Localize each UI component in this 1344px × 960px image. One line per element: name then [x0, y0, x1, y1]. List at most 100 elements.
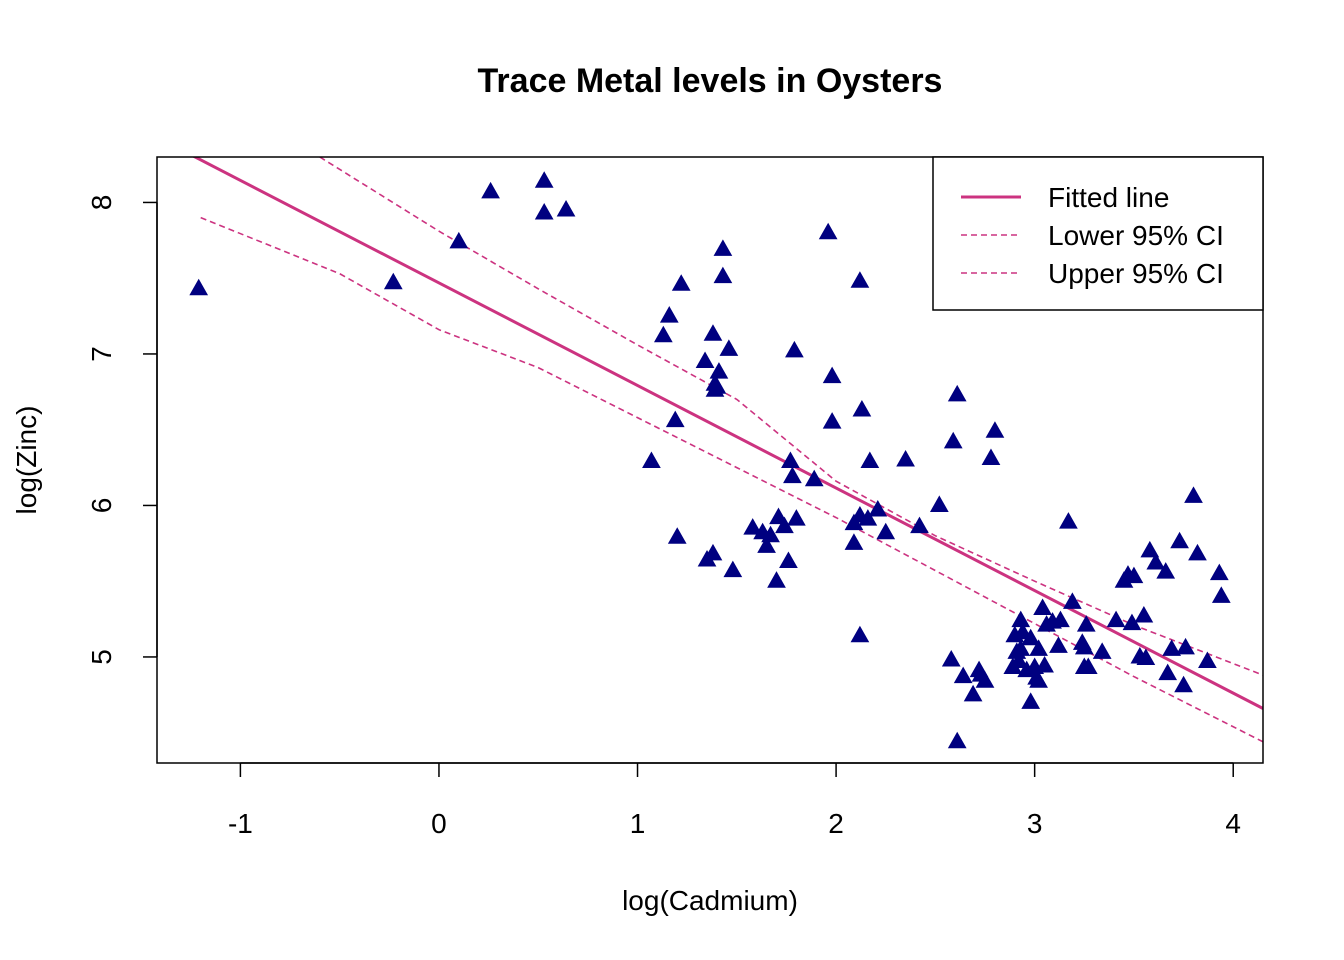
data-point	[1209, 563, 1229, 581]
data-point	[1029, 671, 1048, 688]
data-point	[1156, 562, 1176, 579]
legend-label: Fitted line	[1048, 182, 1169, 213]
chart-title: Trace Metal levels in Oysters	[478, 62, 943, 100]
data-point	[1059, 512, 1078, 529]
ci-lines	[200, 157, 1263, 743]
data-point	[383, 272, 403, 290]
data-point	[723, 560, 743, 578]
data-point	[779, 551, 798, 569]
y-tick-label: 5	[86, 649, 117, 665]
x-axis-label: log(Cadmium)	[622, 885, 798, 916]
data-point	[667, 527, 687, 544]
data-point	[1029, 639, 1048, 656]
data-point	[1134, 606, 1154, 623]
data-point	[1011, 610, 1031, 628]
data-point	[896, 449, 915, 467]
fitted-line	[191, 157, 1263, 710]
data-point	[761, 525, 780, 543]
data-point	[1076, 615, 1096, 632]
data-point	[709, 362, 729, 379]
plot-frame	[156, 156, 1264, 764]
legend: Fitted line Lower 95% CI Upper 95% CI	[932, 156, 1264, 311]
data-point	[1011, 639, 1031, 656]
data-point	[985, 421, 1005, 438]
data-point	[653, 325, 673, 343]
data-point	[1198, 651, 1217, 668]
data-point	[713, 239, 733, 256]
data-point	[534, 203, 554, 220]
legend-label: Upper 95% CI	[1048, 258, 1224, 289]
x-tick-label: -1	[228, 808, 253, 839]
data-point	[703, 324, 723, 341]
data-point	[767, 571, 786, 588]
legend-entry: Fitted line	[961, 182, 1169, 213]
data-point	[781, 451, 800, 469]
data-point	[481, 181, 500, 199]
data-point	[556, 200, 576, 217]
legend-entry: Upper 95% CI	[961, 258, 1224, 289]
data-point	[671, 274, 691, 291]
data-point	[804, 469, 824, 487]
data-point	[659, 306, 679, 323]
legend-label: Lower 95% CI	[1048, 220, 1224, 251]
data-point	[665, 410, 685, 428]
data-point	[642, 451, 661, 469]
fitted-line-group	[191, 157, 1263, 710]
legend-box	[932, 156, 1264, 311]
data-point	[963, 684, 983, 702]
data-point	[1188, 543, 1207, 561]
data-point	[975, 671, 995, 688]
data-point	[818, 222, 838, 240]
x-tick-label: 4	[1225, 808, 1241, 839]
data-point	[1078, 657, 1098, 675]
data-point	[757, 536, 776, 553]
data-point	[1033, 598, 1052, 615]
data-point	[1136, 648, 1156, 665]
data-point	[1063, 592, 1082, 609]
data-point	[860, 451, 880, 469]
data-point	[1140, 540, 1160, 558]
data-point	[1124, 566, 1144, 584]
data-point	[1092, 642, 1112, 659]
data-point	[1170, 531, 1189, 549]
data-point	[534, 171, 554, 188]
data-point	[1211, 586, 1231, 603]
data-point	[981, 448, 1001, 465]
data-point	[868, 499, 888, 517]
data-point	[1184, 486, 1203, 503]
y-tick-label: 7	[86, 346, 117, 362]
data-point	[929, 495, 949, 512]
data-point	[1035, 656, 1054, 673]
y-axis-label: log(Zinc)	[11, 406, 42, 515]
data-point	[1021, 692, 1041, 709]
data-point	[1162, 639, 1182, 656]
data-point	[707, 377, 727, 394]
plot-area	[189, 157, 1263, 749]
x-axis: -1 0 1 2 3 4	[228, 762, 1241, 839]
data-point	[850, 625, 870, 643]
data-point	[1049, 636, 1068, 653]
data-point	[910, 516, 929, 534]
x-tick-label: 1	[630, 808, 646, 839]
data-point	[822, 366, 842, 384]
data-point	[1174, 675, 1193, 693]
y-tick-label: 8	[86, 195, 117, 211]
x-tick-label: 2	[828, 808, 844, 839]
x-tick-label: 3	[1027, 808, 1043, 839]
data-point	[1176, 637, 1195, 655]
data-point	[850, 271, 870, 288]
data-point	[941, 649, 961, 667]
data-point	[719, 339, 739, 356]
data-points	[189, 171, 1231, 749]
data-point	[822, 412, 842, 429]
data-point	[713, 266, 733, 284]
data-point	[695, 351, 715, 369]
data-point	[876, 522, 896, 540]
y-tick-label: 6	[86, 498, 117, 514]
data-point	[1021, 628, 1041, 646]
data-point	[947, 731, 967, 749]
data-point	[953, 666, 973, 684]
data-point	[743, 518, 763, 535]
data-point	[787, 509, 806, 526]
